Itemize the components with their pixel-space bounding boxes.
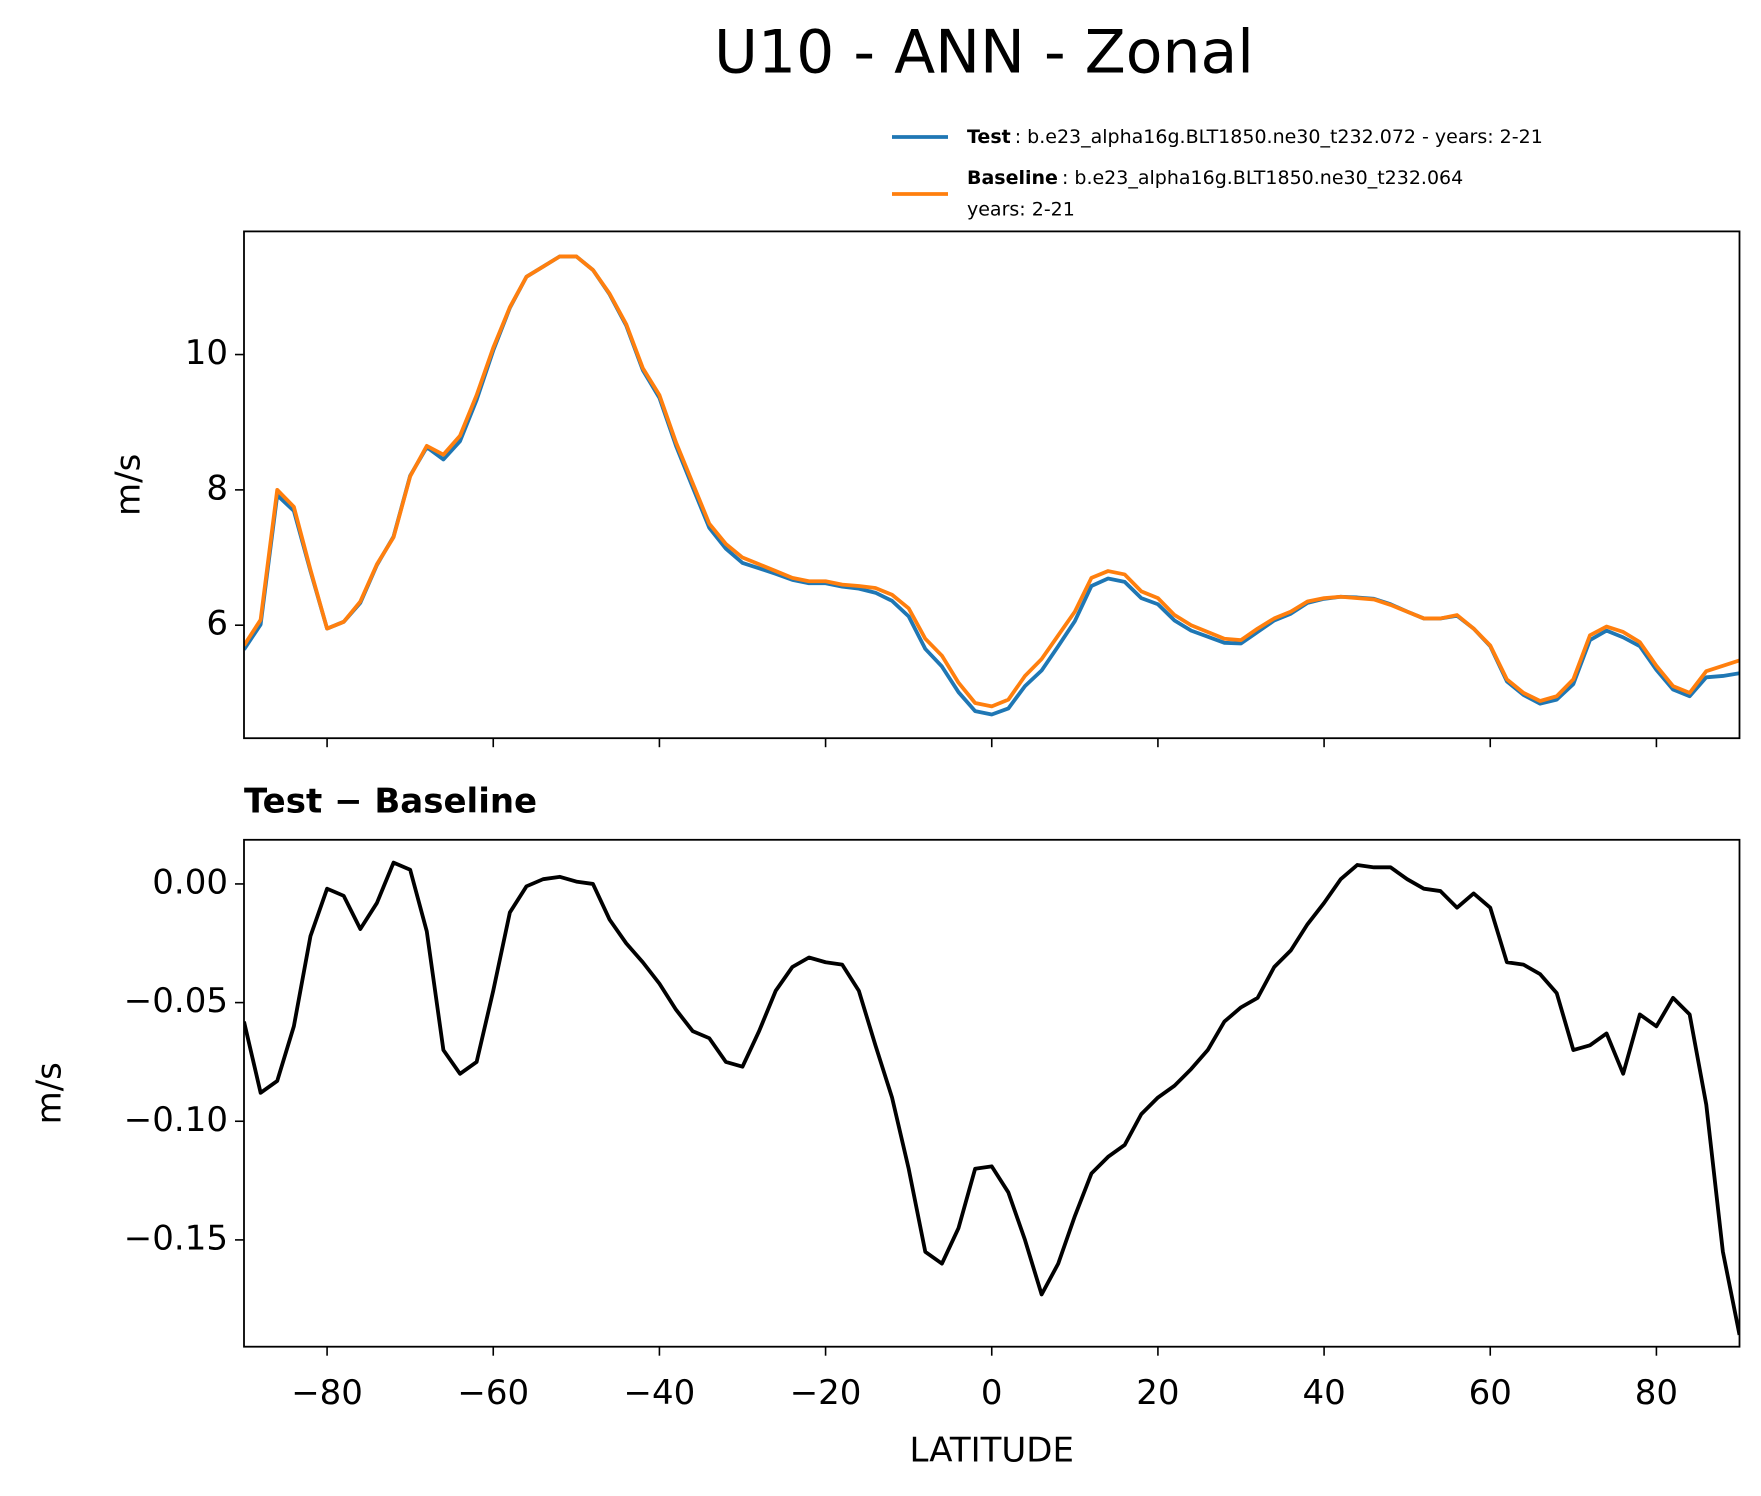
- y-tick-label: 0.00: [152, 862, 228, 902]
- legend-label: : b.e23_alpha16g.BLT1850.ne30_t232.064: [1062, 167, 1463, 189]
- line-series: [244, 254, 1740, 717]
- figure-title: U10 - ANN - Zonal: [714, 18, 1254, 88]
- legend-name: Test: [967, 126, 1011, 148]
- axes-frame: [243, 230, 1741, 740]
- subplot-title: Test − Baseline: [244, 781, 537, 821]
- x-tick-label: 60: [1469, 1373, 1512, 1413]
- x-tick-label: 0: [981, 1373, 1003, 1413]
- x-tick-label: 80: [1635, 1373, 1678, 1413]
- y-tick-label: 6: [206, 604, 228, 644]
- x-tick-label: −80: [291, 1373, 363, 1413]
- x-tick-label: −20: [790, 1373, 862, 1413]
- y-tick-label: −0.10: [124, 1100, 228, 1140]
- legend-label: : b.e23_alpha16g.BLT1850.ne30_t232.072 -…: [1015, 126, 1543, 148]
- legend-text: Test: b.e23_alpha16g.BLT1850.ne30_t232.0…: [967, 126, 1543, 148]
- y-axis-label: m/s: [109, 454, 149, 516]
- x-tick-label: −40: [624, 1373, 696, 1413]
- x-axis-label: LATITUDE: [910, 1431, 1074, 1471]
- legend-text: years: 2-21: [967, 199, 1075, 221]
- line-series: [244, 254, 1740, 709]
- y-tick-label: 10: [185, 333, 228, 373]
- x-tick-label: 20: [1136, 1373, 1179, 1413]
- y-tick-label: −0.05: [124, 981, 228, 1021]
- y-tick-label: −0.15: [124, 1218, 228, 1258]
- legend-name: Baseline: [967, 167, 1058, 189]
- axes-frame: [243, 838, 1741, 1348]
- x-tick-label: −60: [457, 1373, 529, 1413]
- x-tick-label: 40: [1302, 1373, 1345, 1413]
- y-axis-label: m/s: [30, 1062, 70, 1124]
- legend-text: Baseline: b.e23_alpha16g.BLT1850.ne30_t2…: [967, 167, 1463, 189]
- y-tick-label: 8: [206, 468, 228, 508]
- line-series: [244, 860, 1740, 1336]
